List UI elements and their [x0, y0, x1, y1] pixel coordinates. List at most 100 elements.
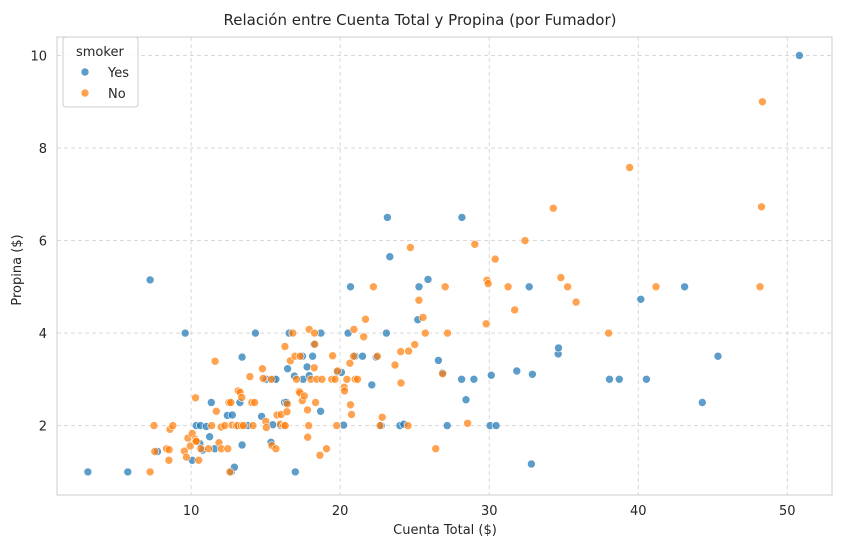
series-no	[145, 97, 767, 477]
x-tick-label: 40	[630, 504, 647, 519]
data-point-no	[510, 305, 520, 315]
data-point-no	[309, 363, 319, 373]
data-point-yes	[367, 380, 377, 390]
legend-marker-no	[80, 88, 90, 98]
data-point-no	[604, 328, 613, 338]
data-point-no	[758, 97, 767, 107]
data-point-yes	[382, 328, 391, 338]
data-point-no	[520, 236, 530, 245]
data-point-no	[420, 328, 430, 338]
data-point-yes	[442, 421, 452, 430]
data-point-no	[361, 314, 370, 324]
data-point-no	[317, 374, 327, 384]
legend: smoker Yes No	[62, 36, 139, 108]
data-point-no	[245, 372, 255, 381]
y-tick-label: 8	[39, 142, 47, 157]
data-point-yes	[358, 351, 367, 361]
data-point-no	[372, 351, 382, 361]
data-point-no	[271, 444, 281, 454]
data-point-no	[295, 351, 305, 361]
data-point-no	[375, 421, 385, 430]
data-point-no	[311, 398, 320, 407]
data-point-yes	[491, 421, 501, 430]
x-tick-label: 30	[481, 504, 498, 519]
data-point-yes	[207, 398, 216, 407]
data-point-no	[239, 421, 248, 430]
data-point-no	[332, 421, 342, 430]
data-point-yes	[414, 282, 424, 292]
data-point-yes	[512, 366, 522, 376]
data-point-no	[191, 393, 200, 403]
data-point-no	[328, 351, 337, 361]
data-point-no	[431, 444, 441, 454]
series-yes	[83, 51, 804, 477]
data-point-yes	[283, 364, 292, 374]
data-point-no	[345, 358, 355, 368]
x-tick-label: 10	[183, 504, 200, 519]
data-point-no	[191, 436, 201, 446]
data-point-no	[310, 328, 319, 338]
legend-label-yes: Yes	[107, 66, 129, 81]
data-point-yes	[614, 374, 624, 384]
data-point-no	[261, 423, 271, 432]
data-point-no	[207, 421, 216, 430]
data-point-no	[292, 374, 301, 384]
data-point-no	[149, 421, 159, 430]
y-tick-label: 2	[39, 420, 47, 435]
data-point-no	[390, 360, 400, 370]
data-point-no	[282, 399, 292, 409]
data-point-no	[282, 407, 292, 417]
data-point-no	[185, 441, 195, 451]
data-point-no	[503, 282, 513, 292]
data-point-no	[303, 405, 312, 415]
data-point-yes	[795, 51, 804, 60]
data-point-no	[342, 374, 352, 384]
data-point-no	[396, 378, 406, 388]
data-point-yes	[486, 370, 496, 380]
data-point-no	[310, 339, 320, 349]
data-point-no	[248, 421, 258, 430]
data-point-no	[250, 398, 259, 407]
legend-title: smoker	[76, 45, 124, 60]
data-point-no	[333, 366, 342, 376]
data-point-no	[470, 240, 480, 249]
data-point-no	[483, 279, 493, 288]
y-tick-label: 4	[39, 327, 47, 342]
data-point-no	[418, 313, 428, 322]
data-point-no	[299, 391, 309, 401]
data-point-no	[625, 163, 634, 172]
data-point-yes	[469, 374, 479, 384]
data-point-yes	[145, 275, 155, 285]
x-tick-label: 50	[779, 504, 796, 519]
chart-title: Relación entre Cuenta Total y Propina (p…	[224, 11, 617, 29]
data-point-no	[280, 342, 290, 351]
data-point-no	[340, 386, 349, 396]
data-point-no	[757, 202, 766, 212]
data-point-no	[258, 364, 267, 374]
data-point-no	[755, 282, 765, 292]
data-point-yes	[554, 343, 563, 353]
data-point-yes	[713, 351, 723, 361]
data-point-no	[204, 444, 213, 454]
x-axis-label: Cuenta Total ($)	[393, 523, 497, 538]
data-point-no	[266, 374, 276, 384]
data-point-no	[223, 444, 233, 454]
data-point-yes	[697, 398, 707, 407]
data-point-no	[406, 243, 415, 252]
data-point-yes	[383, 213, 392, 222]
data-point-yes	[605, 374, 614, 384]
data-point-yes	[251, 328, 260, 338]
data-point-yes	[308, 351, 317, 361]
data-point-no	[349, 351, 358, 361]
data-point-yes	[346, 282, 355, 292]
data-point-no	[194, 455, 203, 465]
data-point-no	[150, 447, 160, 456]
data-point-no	[490, 254, 500, 264]
data-point-no	[548, 203, 558, 213]
data-point-yes	[524, 282, 534, 292]
points-layer	[83, 51, 804, 477]
data-point-yes	[680, 282, 689, 292]
data-point-no	[346, 400, 355, 410]
